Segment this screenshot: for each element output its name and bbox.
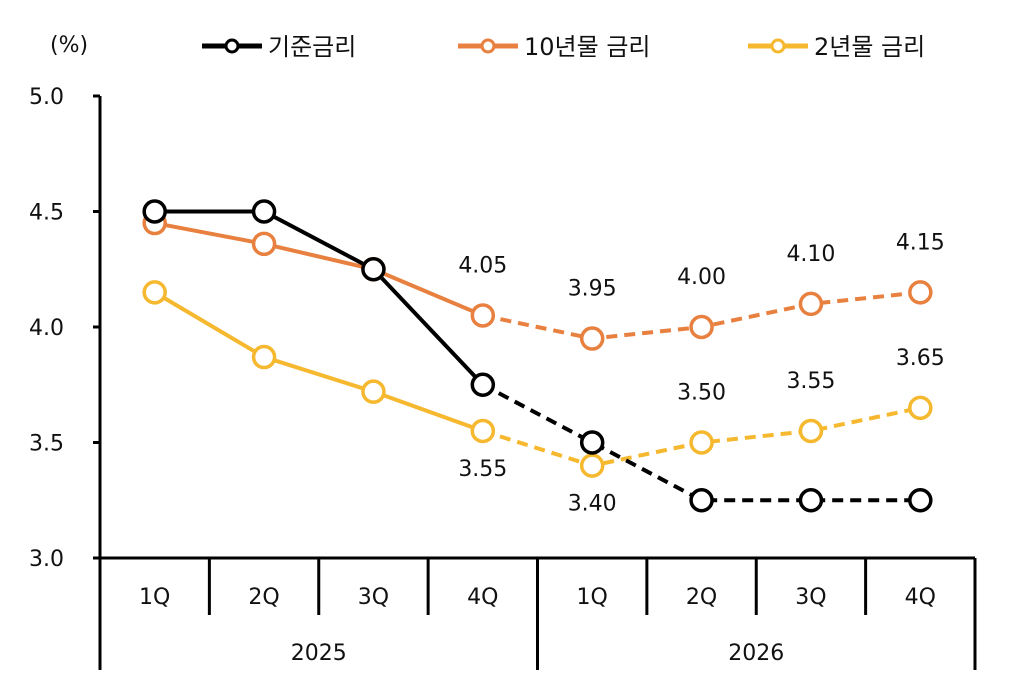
data-point <box>251 344 277 370</box>
data-point <box>689 488 714 513</box>
data-point <box>251 231 277 257</box>
data-point <box>908 280 933 305</box>
data-point <box>908 488 933 513</box>
x-tick-label: 2Q <box>248 585 279 610</box>
y-unit-label: (%) <box>50 33 88 58</box>
data-label: 4.15 <box>896 230 945 255</box>
data-point <box>798 418 824 444</box>
axes: 3.0 3.5 4.0 4.5 5.0 1Q 2Q 3Q 4Q 1Q 2Q 3Q 4Q 2025 2026 <box>29 85 977 670</box>
x-tick-label: 1Q <box>139 585 170 610</box>
year-group-label: 2025 <box>291 641 347 666</box>
data-point <box>142 199 167 224</box>
data-point <box>361 379 386 404</box>
data-label: 3.55 <box>458 457 507 482</box>
data-point <box>361 257 386 282</box>
legend-label: 기준금리 <box>268 33 356 61</box>
y-tick-label: 3.5 <box>29 432 64 457</box>
series-line-actual <box>154 209 485 387</box>
data-label: 4.00 <box>677 265 726 290</box>
x-tick-label: 4Q <box>467 585 498 610</box>
x-tick-label: 3Q <box>795 585 826 610</box>
data-point <box>798 488 824 513</box>
data-point <box>142 280 167 305</box>
x-tick-label: 1Q <box>577 585 608 610</box>
data-label: 4.05 <box>458 253 507 278</box>
data-point <box>579 453 605 478</box>
legend-marker <box>480 38 496 54</box>
x-tick-label: 4Q <box>905 585 936 610</box>
series-line-actual <box>154 221 484 318</box>
data-point <box>579 430 605 455</box>
series-line-actual <box>153 290 484 433</box>
data-point <box>579 326 605 351</box>
data-point <box>470 303 496 328</box>
y-tick-label: 4.0 <box>29 316 64 341</box>
data-point <box>470 418 496 444</box>
data-point <box>908 395 933 421</box>
legend: 기준금리 10년물 금리 2년물 금리 <box>202 33 925 61</box>
series-group <box>142 199 933 513</box>
series-line-forecast <box>481 382 921 503</box>
data-label: 4.10 <box>786 242 835 267</box>
data-label: 3.65 <box>896 346 945 371</box>
data-labels: 4.05 3.95 4.00 4.10 4.15 3.55 3.40 3.50 3.55 3.65 <box>458 230 944 516</box>
legend-label: 2년물 금리 <box>814 33 925 61</box>
data-label: 3.95 <box>568 277 617 302</box>
data-point <box>251 199 277 224</box>
x-tick-label: 2Q <box>686 585 717 610</box>
y-tick-label: 3.0 <box>29 547 64 572</box>
data-point <box>798 291 824 317</box>
legend-label: 10년물 금리 <box>524 33 651 61</box>
y-tick-label: 4.5 <box>29 201 64 226</box>
data-point <box>470 372 496 397</box>
data-point <box>689 314 714 340</box>
x-tick-label: 3Q <box>358 585 389 610</box>
data-label: 3.55 <box>786 369 835 394</box>
data-point <box>689 430 714 455</box>
data-label: 3.50 <box>677 381 726 406</box>
data-label: 3.40 <box>568 492 617 517</box>
y-tick-label: 5.0 <box>29 85 64 110</box>
legend-marker <box>224 38 240 54</box>
legend-marker <box>770 38 786 54</box>
year-group-label: 2026 <box>728 641 784 666</box>
